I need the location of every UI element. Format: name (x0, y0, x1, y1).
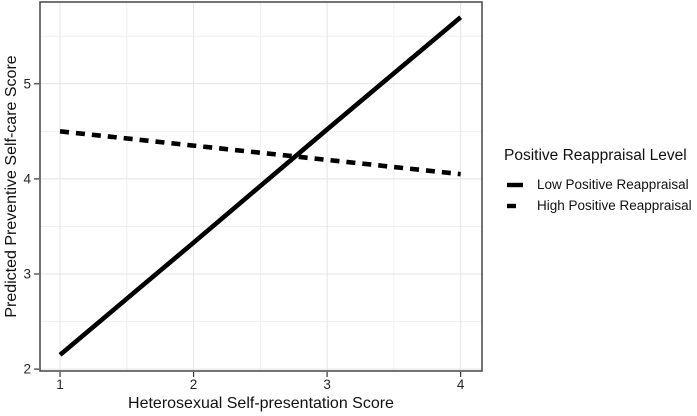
x-tick-label: 3 (323, 377, 331, 392)
legend-item-high: High Positive Reappraisal (506, 195, 697, 216)
legend-key-dashed-line-icon (507, 203, 523, 208)
x-axis-title: Heterosexual Self-presentation Score (128, 395, 394, 412)
legend-title: Positive Reappraisal Level (504, 147, 687, 164)
x-tick-label: 2 (190, 377, 198, 392)
y-tick-label: 5 (23, 76, 31, 91)
y-tick-label: 3 (23, 266, 31, 281)
legend-key-solid-line-icon (507, 182, 523, 187)
legend: Positive Reappraisal Level Low Positive … (494, 147, 697, 216)
y-axis-title: Predicted Preventive Self-care Score (3, 55, 20, 317)
y-tick-label: 4 (23, 171, 31, 186)
x-tick-label: 4 (457, 377, 465, 392)
series-line-solid (58, 15, 463, 357)
x-tick-label: 1 (56, 377, 64, 392)
series-line-dashed (59, 129, 461, 177)
legend-label: High Positive Reappraisal (537, 198, 692, 213)
y-tick-label: 2 (23, 362, 31, 377)
legend-label: Low Positive Reappraisal (537, 177, 689, 192)
legend-item-low: Low Positive Reappraisal (506, 174, 697, 195)
panel-border (39, 1, 483, 372)
